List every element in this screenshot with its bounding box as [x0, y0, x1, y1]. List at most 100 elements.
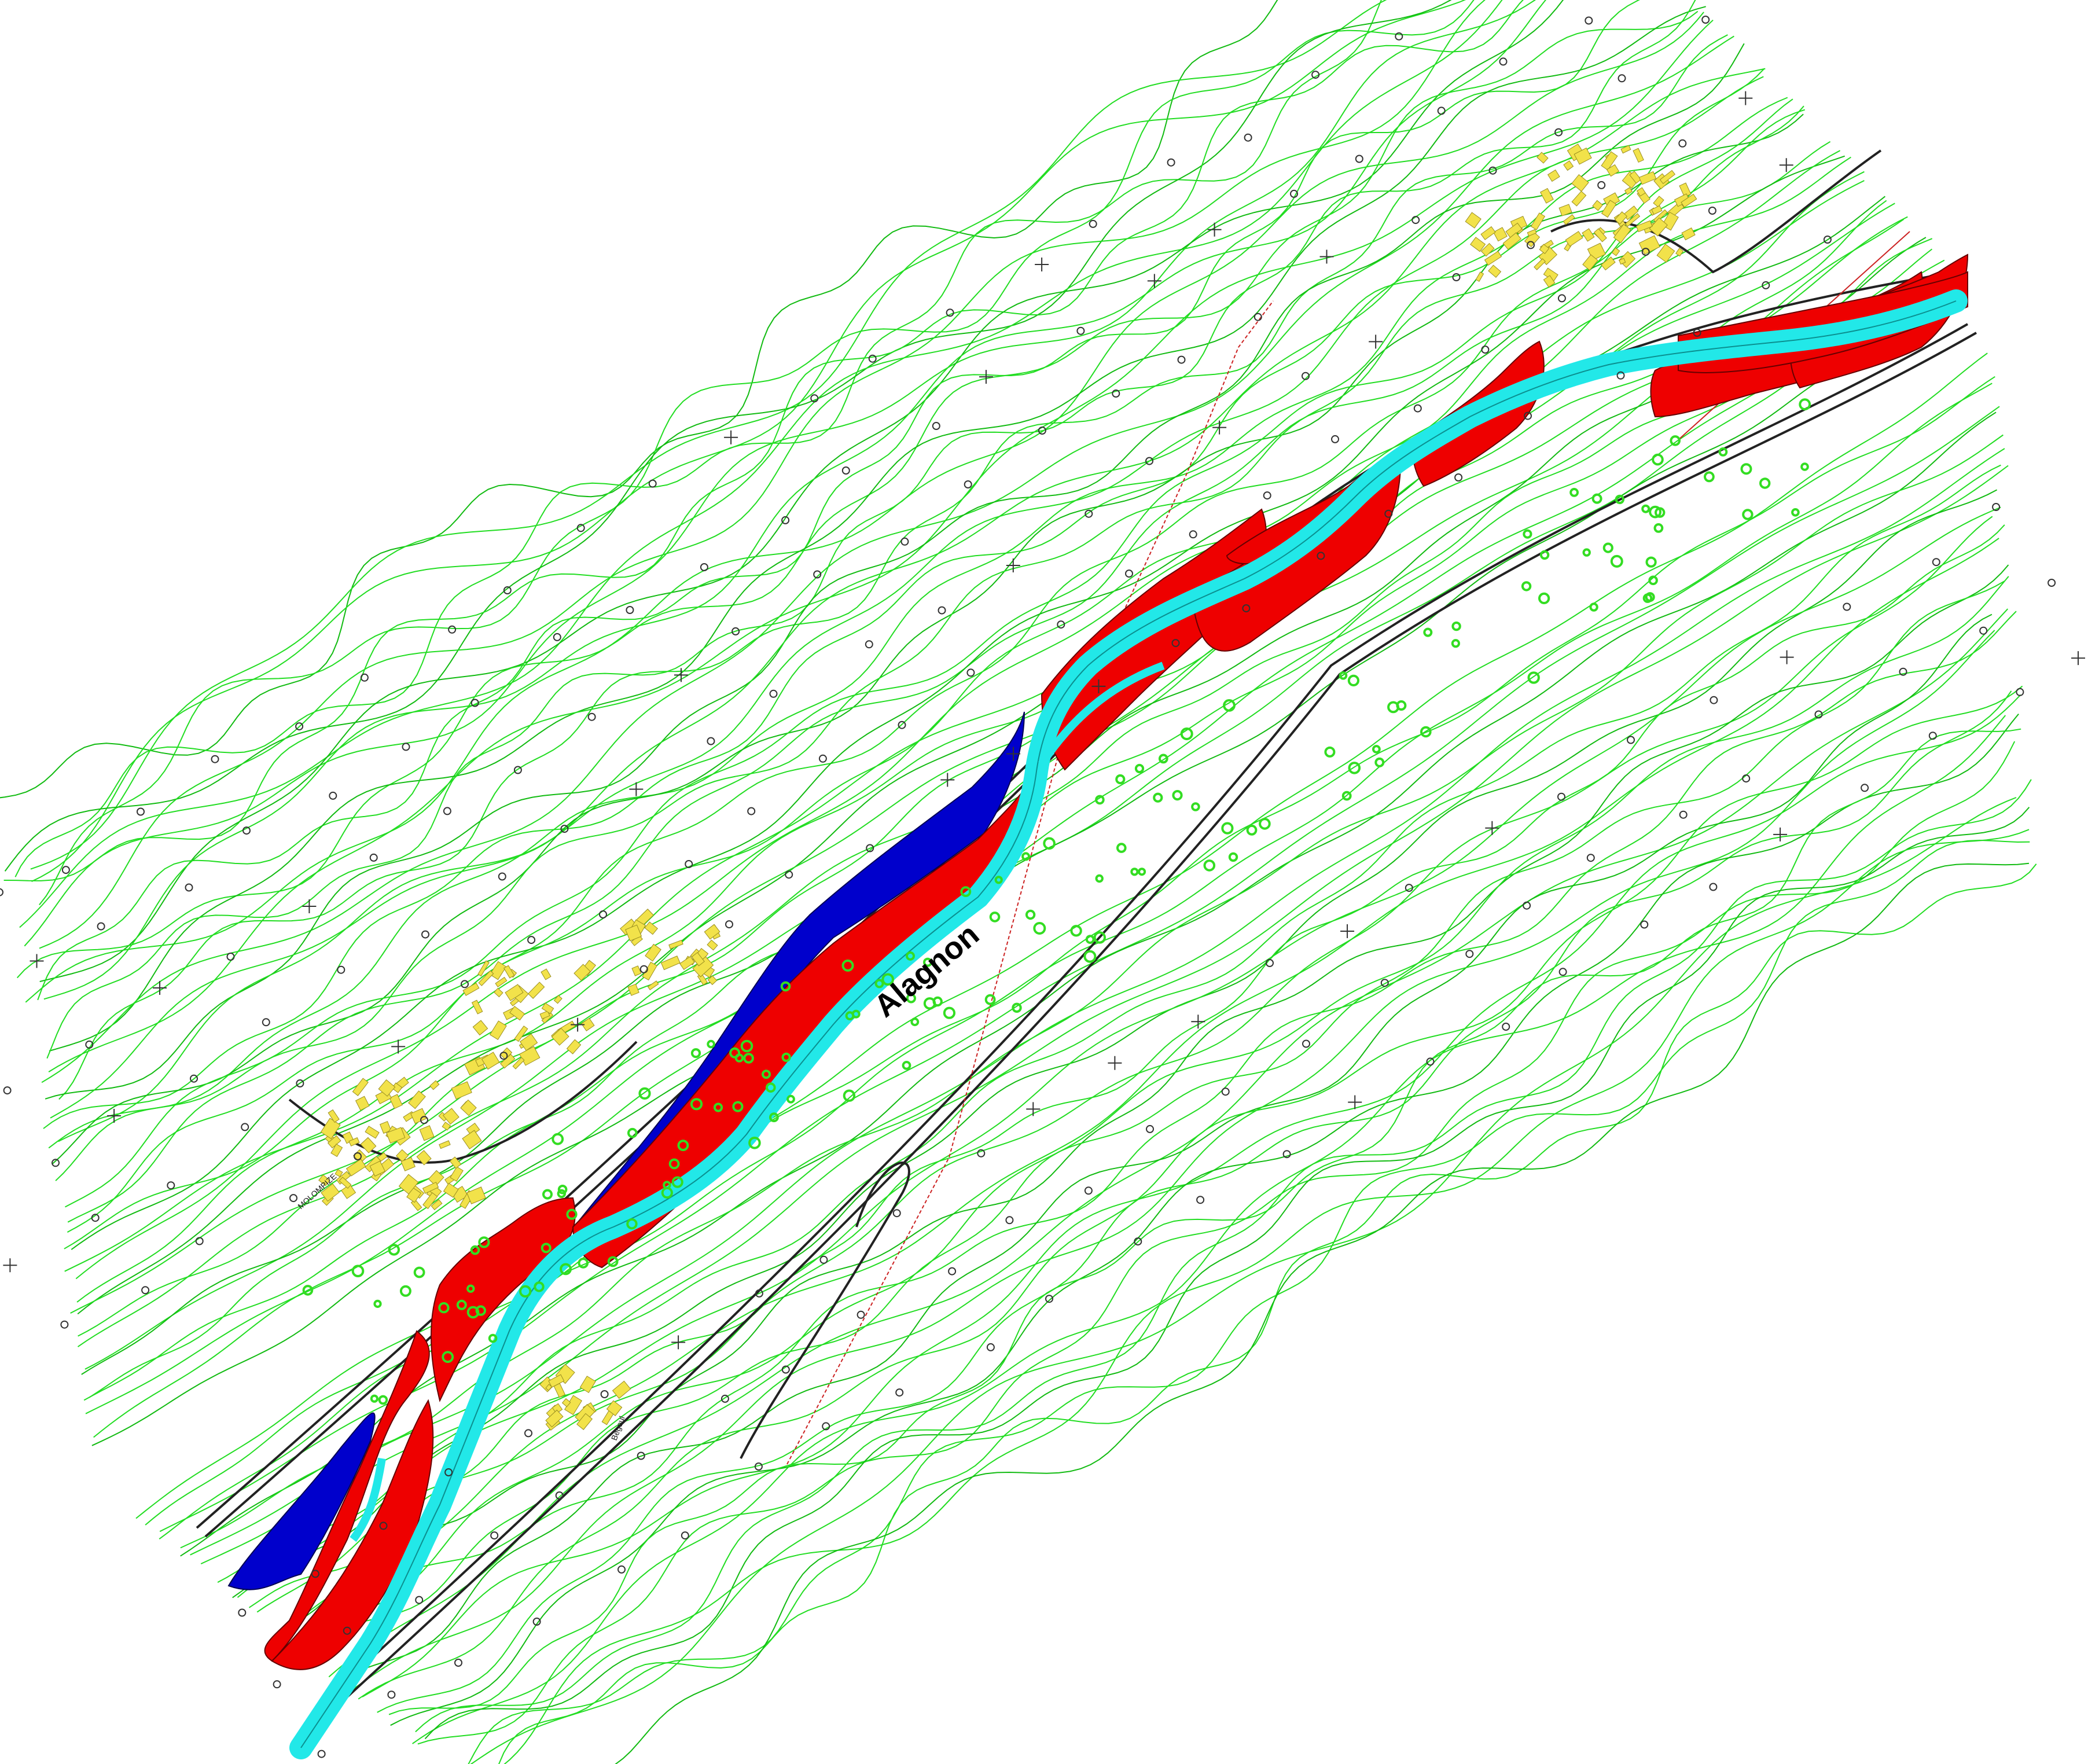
contour-line: [64, 156, 1851, 1250]
tree-symbol: [1451, 639, 1460, 648]
building: [1614, 211, 1628, 225]
tree-symbol: [1158, 754, 1168, 764]
building: [668, 939, 683, 950]
building: [509, 1005, 525, 1021]
tree-symbol: [786, 1094, 795, 1104]
tree-symbol: [851, 1009, 861, 1019]
survey-point-marker: [1057, 620, 1065, 629]
survey-point-marker: [1112, 389, 1120, 398]
building: [472, 1020, 488, 1036]
survey-point-marker: [1244, 133, 1252, 142]
building: [1582, 228, 1595, 242]
building: [545, 1409, 564, 1428]
survey-point-marker: [1331, 435, 1339, 443]
contour-line: [39, 0, 1475, 906]
survey-point-marker: [1426, 1057, 1435, 1066]
tree-symbol: [1025, 909, 1036, 920]
tree-symbol: [1138, 868, 1146, 876]
tree-symbol: [1523, 529, 1532, 539]
tree-symbol: [1259, 818, 1271, 830]
survey-point-marker: [938, 606, 946, 615]
tree-symbol: [488, 1333, 498, 1343]
building: [408, 1090, 426, 1109]
tree-symbol: [1070, 925, 1082, 937]
survey-point-marker: [1317, 552, 1325, 560]
tree-symbol: [671, 1176, 683, 1188]
tree-symbol: [1740, 463, 1752, 475]
tree-symbol: [729, 1047, 741, 1059]
survey-point-marker: [421, 930, 429, 939]
building: [416, 1150, 432, 1166]
building: [1635, 220, 1653, 233]
survey-point-marker: [1189, 530, 1197, 539]
survey-point-marker: [1411, 216, 1420, 225]
grid-cross-marker: [2071, 651, 2086, 666]
survey-point-marker: [1134, 1237, 1142, 1246]
building: [431, 1199, 443, 1211]
tree-symbol: [732, 1101, 744, 1112]
contour-line: [200, 465, 2009, 1565]
building: [1534, 258, 1546, 270]
building: [400, 1157, 416, 1171]
grid-cross-marker: [30, 954, 44, 968]
tree-symbol: [1569, 488, 1579, 497]
building: [627, 983, 639, 996]
tree-symbol: [552, 1133, 564, 1145]
tree-symbol: [351, 1265, 365, 1277]
survey-point-marker: [747, 807, 756, 815]
tree-symbol: [534, 1281, 545, 1292]
survey-point-marker: [190, 1074, 198, 1083]
building: [505, 984, 524, 1001]
tree-symbol: [748, 1137, 761, 1149]
building: [1675, 248, 1684, 257]
tree-symbol: [766, 1082, 776, 1093]
tree-symbol: [1615, 494, 1625, 505]
survey-point-marker: [513, 766, 522, 774]
grid-cross-marker: [1006, 558, 1020, 572]
survey-point-marker: [1627, 736, 1635, 744]
building: [541, 968, 552, 980]
survey-point-marker: [648, 479, 657, 488]
tree-symbol: [841, 959, 854, 972]
building: [1571, 174, 1589, 192]
survey-point-marker: [725, 920, 733, 929]
survey-point-marker: [343, 1626, 351, 1635]
building: [1540, 188, 1554, 204]
tree-symbol: [1348, 762, 1361, 774]
grid-cross-marker: [391, 1039, 406, 1054]
tree-symbol: [1324, 746, 1336, 758]
survey-point-marker: [1177, 355, 1186, 364]
survey-point-marker: [637, 1451, 645, 1460]
contour-line: [424, 807, 2030, 1740]
building: [1638, 235, 1660, 255]
building: [579, 1376, 596, 1394]
building: [422, 1192, 438, 1210]
river-branch: [350, 662, 1165, 1542]
survey-point-marker: [600, 1390, 609, 1398]
survey-point-marker: [755, 1289, 763, 1298]
survey-point-marker: [1481, 346, 1490, 354]
contour-line: [470, 797, 2017, 1764]
tree-symbol: [1652, 453, 1664, 466]
survey-point-marker: [1242, 604, 1251, 613]
tree-symbol: [1339, 671, 1348, 680]
contour-line: [31, 0, 1466, 882]
survey-point-marker: [1196, 1196, 1205, 1204]
tree-symbol: [1130, 868, 1139, 876]
survey-point-marker: [1465, 950, 1474, 958]
tree-symbol: [475, 1305, 486, 1316]
tree-symbol: [1191, 802, 1200, 811]
building: [1601, 256, 1616, 271]
tree-symbol: [1021, 852, 1031, 861]
survey-point-marker: [360, 673, 369, 682]
building: [707, 975, 718, 986]
survey-point-marker: [1527, 241, 1535, 249]
survey-point-marker: [470, 699, 479, 707]
tree-symbol: [1645, 556, 1657, 568]
survey-point-marker: [1311, 71, 1320, 79]
building: [328, 1109, 340, 1123]
building: [478, 970, 494, 986]
tree-symbol: [740, 1039, 753, 1053]
building: [494, 987, 503, 998]
